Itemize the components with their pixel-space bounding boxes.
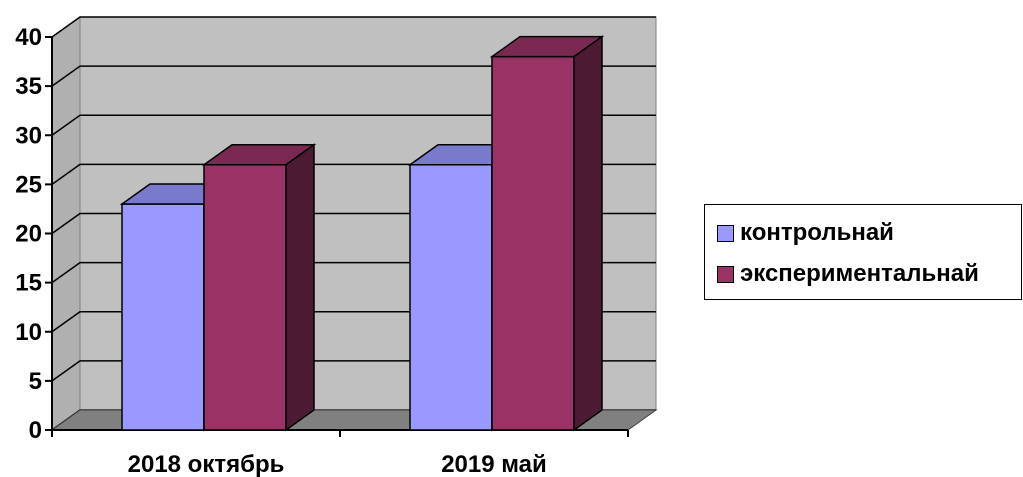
legend-label-control: контрольнай <box>740 219 894 246</box>
y-tick-label: 40 <box>15 24 42 51</box>
bar-side-face <box>285 143 315 432</box>
y-tick-label: 5 <box>29 368 42 395</box>
y-tick-label: 30 <box>15 122 42 149</box>
y-tick-label: 25 <box>15 171 42 198</box>
y-tick-label: 0 <box>29 417 42 444</box>
legend-item-control: контрольнай <box>717 218 894 248</box>
bar-experimental <box>489 35 605 432</box>
y-tick-label: 35 <box>15 73 42 100</box>
x-category-label: 2018 октябрь <box>128 451 285 477</box>
legend-label-experimental: экспериментальнай <box>740 260 979 287</box>
bars <box>119 35 605 432</box>
gridline <box>51 16 656 38</box>
gridline <box>51 114 656 136</box>
bar-front-face <box>409 163 493 431</box>
y-tick-label: 20 <box>15 221 42 248</box>
legend-item-experimental: экспериментальнай <box>717 259 979 289</box>
y-tick-label: 10 <box>15 319 42 346</box>
legend-swatch-control <box>717 224 734 242</box>
bar-experimental <box>201 143 317 432</box>
bar-front-face <box>491 55 575 431</box>
gridline <box>51 65 656 87</box>
x-axis-category-labels: 2018 октябрь 2019 май <box>128 451 547 477</box>
bar-side-face <box>573 35 603 432</box>
bar-front-face <box>203 163 287 431</box>
y-axis-tick-labels: 0 5 10 15 20 25 30 35 40 <box>15 24 42 444</box>
x-category-label: 2019 май <box>441 451 547 477</box>
y-tick-label: 15 <box>15 270 42 297</box>
legend: контрольнай экспериментальнай <box>704 204 1022 300</box>
legend-swatch-experimental <box>717 265 734 283</box>
bar-front-face <box>121 203 205 431</box>
